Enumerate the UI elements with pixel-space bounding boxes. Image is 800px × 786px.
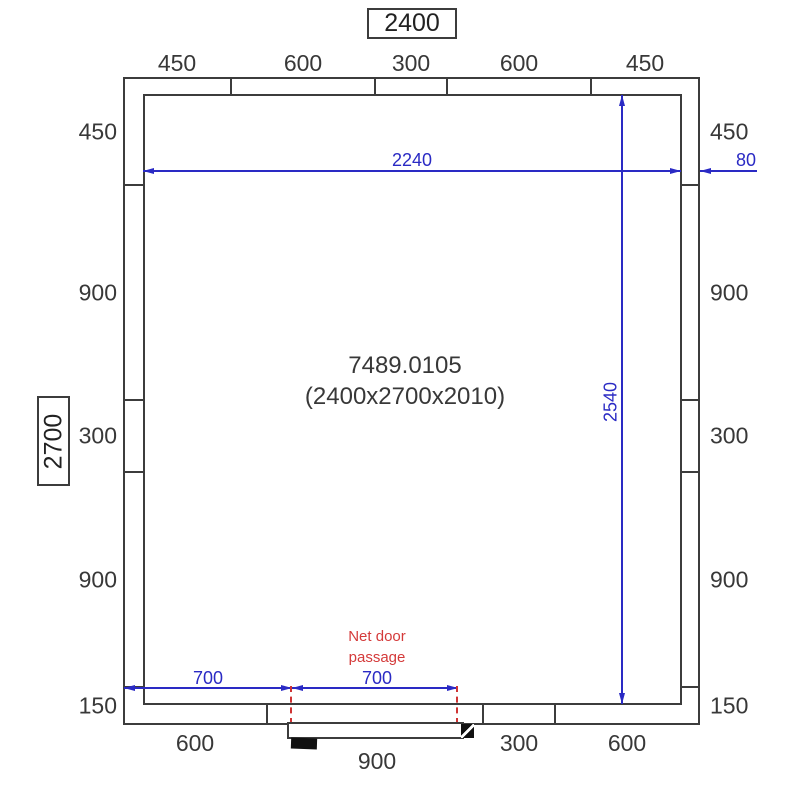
panel-joint-tick — [681, 471, 700, 473]
door-passage-note-line2: passage — [348, 649, 406, 666]
panel-joint-tick — [681, 184, 700, 186]
inner-width-dim-line — [143, 170, 681, 172]
door-passage-extension-line — [290, 686, 292, 724]
panel-joint-tick — [681, 686, 700, 688]
bottom-segment-label: 600 — [175, 730, 215, 756]
panel-joint-tick — [123, 184, 143, 186]
arrow-down-icon — [619, 693, 625, 704]
door-lock-icon — [461, 724, 474, 738]
right-segment-label: 150 — [710, 692, 749, 719]
overall-width-box: 2400 — [367, 8, 457, 39]
door-offset-dim-value: 700 — [192, 668, 224, 688]
left-segment-label: 900 — [78, 566, 117, 593]
panel-joint-tick — [230, 77, 232, 95]
panel-joint-tick — [482, 705, 484, 724]
left-segment-label: 900 — [78, 279, 117, 306]
bottom-segment-label: 300 — [499, 730, 539, 756]
wall-thickness-dim-value: 80 — [735, 150, 757, 170]
door-hinge-icon — [290, 737, 318, 750]
inner-width-dim-value: 2240 — [391, 150, 433, 170]
overall-depth-value: 2700 — [39, 413, 67, 469]
door-leaf — [287, 722, 464, 739]
panel-joint-tick — [446, 77, 448, 95]
arrow-up-icon — [619, 95, 625, 106]
panel-joint-tick — [590, 77, 592, 95]
overall-depth-box: 2700 — [37, 396, 70, 486]
product-code: 7489.0105 — [348, 352, 462, 379]
left-segment-label: 450 — [78, 118, 117, 145]
right-segment-label: 450 — [710, 118, 749, 145]
wall-thickness-dim-line — [700, 170, 757, 172]
arrow-right-icon — [281, 685, 292, 691]
door-offset-dim-line — [124, 687, 292, 689]
top-segment-label: 300 — [391, 50, 431, 76]
top-segment-label: 600 — [283, 50, 323, 76]
product-dimensions: (2400x2700x2010) — [304, 383, 506, 410]
bottom-segment-label: 900 — [357, 748, 397, 774]
left-segment-label: 150 — [78, 692, 117, 719]
product-info: 7489.0105 (2400x2700x2010) — [305, 350, 505, 412]
inner-height-dim-value: 2540 — [600, 381, 621, 423]
panel-joint-tick — [554, 705, 556, 724]
bottom-segment-label: 600 — [607, 730, 647, 756]
door-passage-extension-line — [456, 686, 458, 724]
arrow-right-icon — [670, 168, 681, 174]
arrow-left-icon — [124, 685, 135, 691]
door-passage-dim-value: 700 — [361, 668, 393, 688]
inner-height-dim-line — [621, 95, 623, 704]
door-passage-dim-line — [292, 687, 458, 689]
left-segment-label: 300 — [78, 422, 117, 449]
right-segment-label: 300 — [710, 422, 749, 449]
top-segment-label: 600 — [499, 50, 539, 76]
arrow-left-icon — [143, 168, 154, 174]
overall-width-value: 2400 — [384, 9, 440, 37]
panel-joint-tick — [374, 77, 376, 95]
door-passage-note: Net door passage — [348, 626, 406, 668]
panel-joint-tick — [123, 471, 143, 473]
door-passage-note-line1: Net door — [348, 628, 406, 645]
arrow-left-icon — [292, 685, 303, 691]
arrow-right-icon — [447, 685, 458, 691]
top-segment-label: 450 — [625, 50, 665, 76]
top-segment-label: 450 — [157, 50, 197, 76]
arrow-left-icon — [700, 168, 711, 174]
right-segment-label: 900 — [710, 566, 749, 593]
right-segment-label: 900 — [710, 279, 749, 306]
panel-joint-tick — [123, 399, 143, 401]
panel-joint-tick — [681, 399, 700, 401]
panel-joint-tick — [266, 705, 268, 724]
